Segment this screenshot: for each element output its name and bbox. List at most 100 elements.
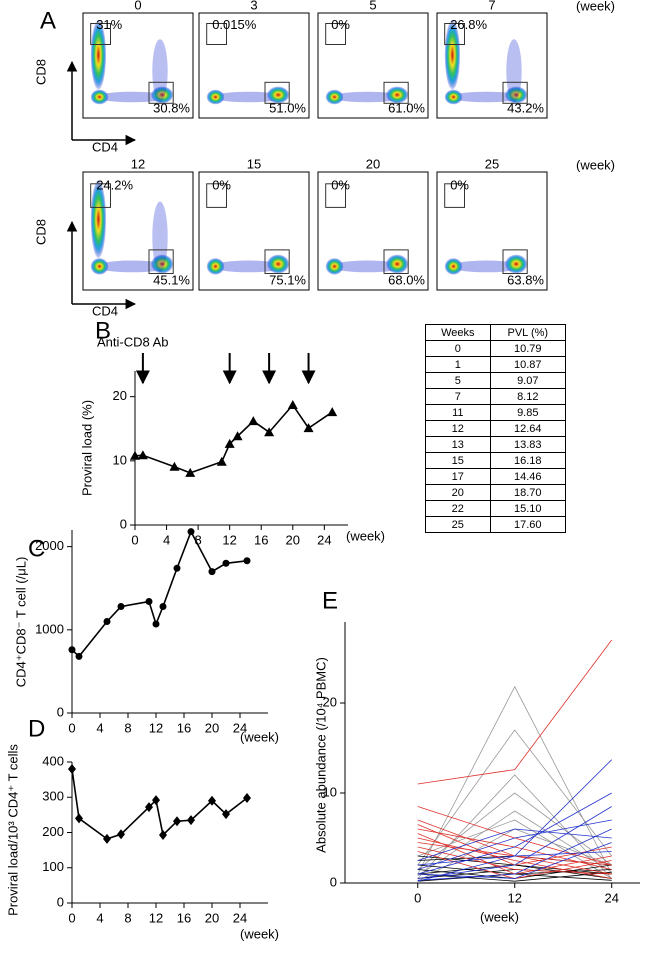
table-row: 12 12.64: [425, 420, 567, 437]
data-point: [264, 427, 275, 437]
gate: [383, 81, 409, 104]
table-row: 5 9.07: [425, 372, 567, 389]
gate-percent: 26.8%: [450, 17, 487, 32]
y-tick-label: 0: [57, 704, 64, 719]
cell-cloud: [444, 258, 463, 275]
data-point: [208, 568, 216, 576]
gate-percent: 0%: [331, 178, 350, 193]
table-cell: 5: [425, 372, 491, 389]
week-label: 25: [485, 156, 499, 171]
panel-label: A: [40, 7, 56, 34]
cell-cloud: [444, 89, 463, 105]
cell-cloud: [325, 89, 344, 105]
y-axis-title: Absolute abundance (/10⁴ PBMC): [313, 657, 328, 853]
week-label: 15: [247, 156, 261, 171]
cell-cloud: [267, 86, 290, 104]
x-tick-label: 20: [205, 910, 219, 925]
y-tick-label: 20: [323, 694, 337, 709]
x-axis-title: (week): [240, 729, 279, 744]
data-line: [417, 851, 612, 882]
gate: [148, 81, 174, 104]
data-line: [417, 828, 612, 881]
data-point: [222, 809, 230, 820]
data-point: [187, 815, 195, 826]
gate: [264, 249, 290, 274]
table-row: 25 17.60: [425, 516, 567, 533]
x-tick-label: 0: [131, 532, 138, 547]
x-tick-label: 20: [205, 720, 219, 735]
cell-cloud: [151, 254, 174, 274]
table-cell: 17: [425, 468, 491, 485]
data-line: [417, 819, 612, 879]
gate-percent: 43.2%: [507, 100, 544, 115]
gate-percent: 63.8%: [507, 272, 544, 287]
data-point: [287, 400, 298, 410]
y-tick-label: 400: [42, 753, 64, 768]
panel-label: C: [28, 535, 45, 562]
x-tick-label: 4: [96, 910, 103, 925]
axis-label: CD4: [92, 303, 118, 318]
cell-cloud: [206, 258, 225, 275]
cell-cloud: [90, 20, 107, 90]
cell-cloud: [331, 260, 404, 273]
data-line: [417, 639, 613, 785]
cell-cloud: [212, 260, 285, 273]
x-tick-label: 12: [149, 720, 163, 735]
data-line: [417, 792, 612, 870]
x-tick-label: 12: [149, 910, 163, 925]
table-row: Weeks PVL (%): [425, 324, 567, 341]
week-label: 5: [369, 0, 376, 12]
gate: [444, 23, 466, 45]
y-tick-label: 10: [323, 784, 337, 799]
data-point: [173, 564, 181, 572]
gate: [90, 183, 111, 208]
gate-percent: 45.1%: [153, 272, 190, 287]
cell-cloud: [386, 254, 409, 274]
table-cell: 15: [425, 452, 491, 469]
cell-cloud: [90, 258, 109, 275]
x-tick-label: 8: [124, 910, 131, 925]
cell-cloud: [450, 260, 523, 273]
table-cell: 18.70: [489, 484, 567, 501]
table-row: 7 8.12: [425, 388, 567, 405]
gate: [383, 249, 409, 274]
gate-percent: 0%: [212, 178, 231, 193]
x-tick-label: 8: [194, 532, 201, 547]
data-point: [152, 620, 160, 628]
table-cell: 13: [425, 436, 491, 453]
week-label: 12: [131, 156, 145, 171]
data-point: [185, 467, 196, 477]
gate: [502, 81, 528, 104]
data-point: [248, 416, 259, 426]
data-point: [75, 813, 83, 824]
gate-percent: 0%: [331, 17, 350, 32]
gate-percent: 31%: [96, 17, 122, 32]
table-cell: 22: [425, 500, 491, 517]
cell-cloud: [505, 254, 528, 274]
cell-cloud: [90, 89, 109, 105]
y-tick-label: 20: [113, 388, 127, 403]
table-row: 13 13.83: [425, 436, 567, 453]
unit-label: (week): [576, 157, 615, 172]
gate: [206, 23, 227, 45]
data-point: [117, 829, 125, 840]
gate-percent: 24.2%: [96, 178, 133, 193]
table-row: 15 16.18: [425, 452, 567, 469]
cell-cloud: [206, 89, 225, 105]
cell-cloud: [212, 91, 285, 103]
x-tick-label: 8: [124, 720, 131, 735]
x-tick-label: 12: [507, 890, 521, 905]
gate-percent: 0%: [450, 178, 469, 193]
data-line: [71, 529, 248, 658]
table-cell: 9.07: [489, 372, 567, 389]
data-point: [208, 795, 216, 806]
table-cell: 10.79: [489, 340, 567, 357]
x-tick-label: 24: [604, 890, 618, 905]
panel-label: D: [28, 715, 45, 742]
y-tick-label: 0: [57, 894, 64, 909]
gate-percent: 61.0%: [388, 100, 425, 115]
cell-cloud: [331, 91, 404, 103]
data-point: [232, 431, 243, 441]
data-point: [103, 618, 111, 626]
x-tick-label: 24: [317, 532, 331, 547]
